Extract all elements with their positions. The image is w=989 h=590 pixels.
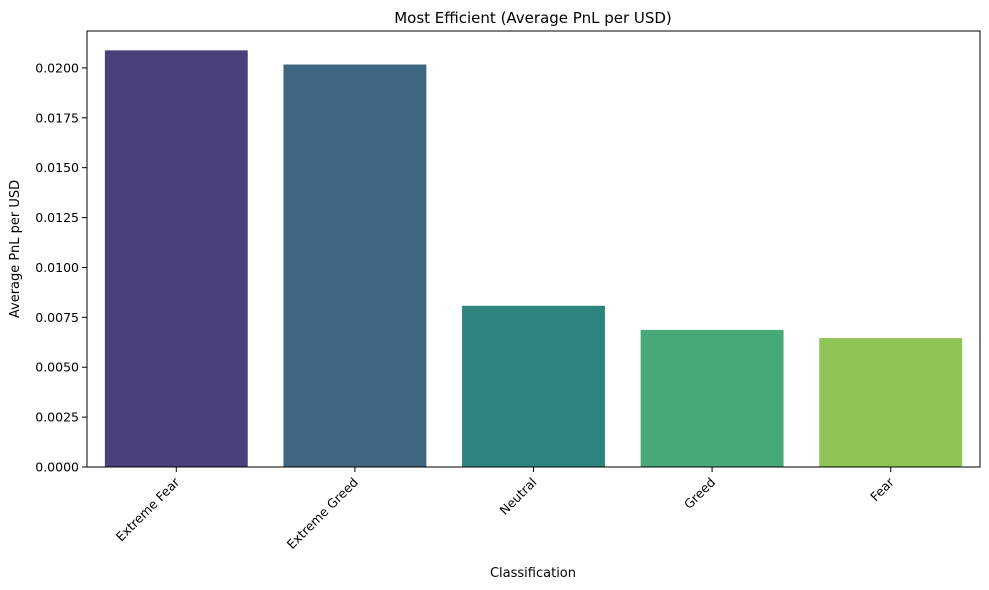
plot-frame bbox=[86, 30, 981, 468]
y-tick-label: 0.0150 bbox=[35, 160, 79, 175]
bar-extreme-fear bbox=[104, 50, 248, 468]
x-tick-label: Fear bbox=[867, 474, 897, 504]
y-axis-label: Average PnL per USD bbox=[8, 180, 23, 318]
x-tick-label: Neutral bbox=[496, 475, 539, 518]
y-tick-label: 0.0100 bbox=[35, 260, 79, 275]
bars-group bbox=[104, 50, 963, 468]
y-tick-label: 0.0200 bbox=[35, 60, 79, 75]
x-tick-label: Greed bbox=[681, 475, 718, 512]
bar-extreme-greed bbox=[283, 64, 427, 468]
bar-neutral bbox=[462, 305, 605, 467]
y-tick-label: 0.0025 bbox=[35, 410, 79, 425]
y-tick-label: 0.0050 bbox=[35, 360, 79, 375]
bar-greed bbox=[640, 329, 784, 467]
y-tick-label: 0.0000 bbox=[35, 460, 79, 475]
x-axis-ticks: Extreme Fear Extreme Greed Neutral Greed Fea… bbox=[113, 467, 897, 552]
y-tick-label: 0.0175 bbox=[35, 110, 79, 125]
chart-title: Most Efficient (Average PnL per USD) bbox=[394, 9, 672, 27]
y-tick-label: 0.0075 bbox=[35, 310, 79, 325]
x-tick-label: Extreme Greed bbox=[284, 475, 361, 552]
x-tick-label: Extreme Fear bbox=[113, 474, 183, 544]
bar-fear bbox=[819, 338, 963, 467]
y-axis-ticks: 0.0000 0.0025 0.0050 0.0075 0.0100 0.0125 0.01… bbox=[35, 60, 87, 475]
x-axis-label: Classification bbox=[490, 566, 576, 581]
y-tick-label: 0.0125 bbox=[35, 210, 79, 225]
